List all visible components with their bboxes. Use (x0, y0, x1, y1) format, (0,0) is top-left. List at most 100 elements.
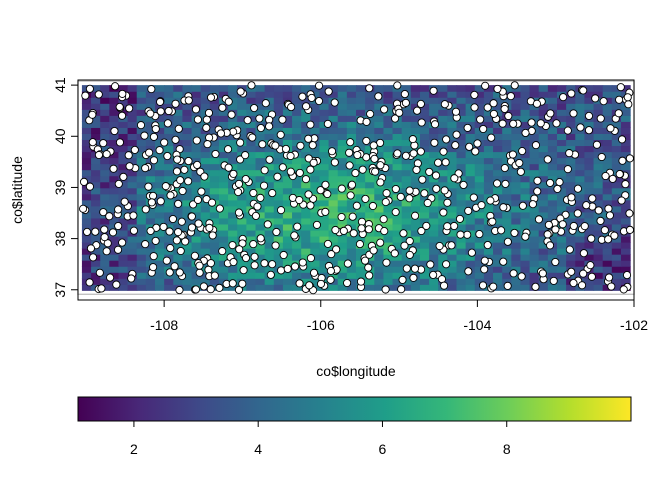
raster-cell (419, 103, 430, 110)
raster-cell (301, 229, 311, 237)
raster-cell (100, 260, 110, 267)
raster-cell (155, 235, 165, 243)
raster-cell (620, 127, 631, 134)
raster-cell (346, 187, 357, 195)
raster-cell (365, 121, 375, 128)
raster-cell (109, 242, 120, 249)
raster-cell (602, 85, 613, 92)
raster-cell (557, 109, 567, 116)
raster-cell (319, 235, 330, 243)
raster-cell (502, 133, 512, 141)
raster-cell (292, 145, 302, 153)
raster-cell (182, 169, 193, 177)
raster-cell (91, 205, 101, 213)
raster-cell (173, 109, 184, 116)
raster-cell (547, 284, 558, 291)
raster-cell (246, 145, 257, 153)
raster-cell (447, 163, 458, 171)
data-point (488, 217, 497, 226)
raster-cell (136, 229, 147, 237)
raster-cell (429, 235, 439, 243)
raster-cell (319, 133, 330, 141)
raster-cell (228, 157, 238, 165)
raster-cell (282, 199, 293, 207)
data-point (508, 150, 517, 159)
raster-cell (218, 109, 229, 116)
raster-cell (566, 115, 576, 122)
raster-cell (209, 85, 220, 92)
raster-cell (557, 145, 567, 153)
data-point (114, 205, 123, 214)
raster-cell (383, 266, 394, 273)
data-point (536, 119, 545, 128)
raster-cell (538, 181, 549, 189)
raster-cell (429, 163, 439, 171)
raster-cell (483, 235, 494, 243)
raster-cell (611, 205, 622, 213)
data-point (364, 263, 373, 272)
raster-cell (493, 266, 503, 273)
data-point (440, 100, 449, 109)
raster-cell (575, 181, 586, 189)
raster-cell (410, 254, 421, 261)
data-point (605, 211, 614, 220)
raster-cell (310, 229, 321, 237)
raster-cell (584, 139, 595, 147)
raster-cell (91, 181, 101, 189)
raster-cell (620, 85, 631, 92)
raster-cell (584, 223, 595, 231)
data-point (361, 256, 370, 265)
raster-cell (264, 145, 275, 153)
data-point (439, 281, 449, 290)
raster-cell (264, 91, 275, 98)
raster-cell (465, 272, 476, 279)
raster-cell (529, 181, 540, 189)
raster-cell (438, 223, 448, 231)
data-point (614, 109, 623, 118)
raster-cell (127, 266, 138, 273)
raster-cell (191, 278, 202, 285)
raster-cell (584, 121, 595, 128)
raster-cell (228, 211, 238, 219)
raster-cell (200, 145, 211, 153)
raster-cell (209, 157, 220, 165)
data-point (619, 285, 628, 294)
raster-cell (118, 272, 129, 279)
raster-cell (511, 97, 522, 104)
raster-cell (447, 205, 458, 213)
data-point (481, 81, 490, 90)
data-point (434, 158, 443, 167)
raster-cell (547, 151, 558, 159)
raster-cell (602, 133, 613, 141)
raster-cell (127, 181, 138, 189)
raster-cell (301, 217, 311, 225)
raster-cell (282, 121, 293, 128)
raster-cell (529, 223, 540, 231)
raster-cell (602, 121, 613, 128)
raster-cell (209, 145, 220, 153)
raster-cell (392, 169, 403, 177)
raster-cell (575, 199, 586, 207)
raster-cell (255, 133, 266, 141)
raster-cell (584, 151, 595, 159)
raster-cell (383, 242, 394, 249)
raster-cell (319, 248, 330, 255)
raster-cell (438, 97, 448, 104)
raster-cell (383, 97, 394, 104)
raster-cell (282, 272, 293, 279)
raster-cell (182, 133, 193, 141)
raster-cell (511, 115, 522, 122)
raster-cell (374, 278, 385, 285)
data-point (429, 86, 438, 95)
raster-cell (483, 115, 494, 122)
data-point (610, 231, 619, 240)
data-point (306, 254, 315, 263)
raster-cell (410, 181, 421, 189)
raster-cell (392, 199, 403, 207)
raster-cell (557, 163, 567, 171)
data-point (348, 212, 357, 221)
raster-cell (127, 115, 138, 122)
raster-cell (602, 260, 613, 267)
raster-cell (365, 205, 375, 213)
raster-cell (301, 91, 311, 98)
